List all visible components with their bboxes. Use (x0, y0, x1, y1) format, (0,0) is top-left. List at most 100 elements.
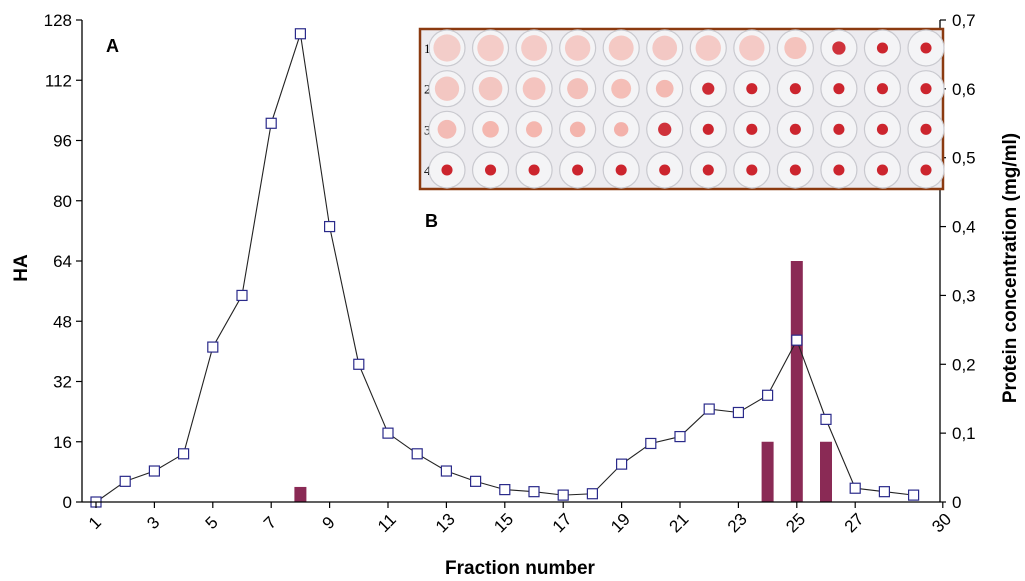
x-tick-label: 7 (260, 513, 280, 533)
red-cell-button (695, 35, 721, 61)
red-cell-button (784, 36, 807, 60)
red-cell-button (572, 164, 584, 176)
x-tick-label: 13 (432, 510, 459, 537)
x-tick-label: 15 (490, 510, 517, 537)
protein-point (411, 448, 423, 460)
red-cell-button (876, 83, 889, 95)
red-cell-button (746, 123, 758, 135)
red-cell-button (746, 83, 758, 95)
red-cell-button (569, 121, 586, 138)
red-cell-button (655, 79, 674, 98)
red-cell-button (702, 164, 714, 176)
plate-wells: 1 2 3 4 (424, 29, 945, 189)
protein-point (440, 465, 452, 477)
red-cell-button (920, 83, 932, 95)
red-cell-button (920, 42, 932, 54)
y2-tick-label: 0,7 (952, 11, 976, 30)
y2-tick-label: 0,2 (952, 355, 976, 374)
ha-bar (820, 441, 832, 502)
x-tick-label: 30 (928, 510, 955, 537)
red-cell-button (652, 35, 678, 61)
red-cell-button (920, 164, 932, 176)
red-cell-button (608, 35, 634, 61)
protein-point (732, 406, 745, 419)
protein-point (586, 488, 599, 500)
x-tick-label: 19 (607, 510, 634, 537)
x-tick-label: 17 (549, 510, 576, 537)
protein-point (761, 389, 774, 401)
y-tick-label: 96 (53, 132, 72, 151)
protein-point (703, 403, 715, 415)
red-cell-button (611, 78, 632, 99)
protein-point (820, 413, 832, 425)
protein-point (615, 458, 628, 470)
red-cell-button (526, 121, 543, 138)
x-tick-label: 21 (666, 510, 693, 537)
x-tick-label: 11 (374, 510, 400, 536)
y2-tick-label: 0,1 (952, 424, 976, 443)
red-cell-button (876, 164, 889, 176)
ha-bar (761, 441, 774, 502)
panel-label-a: A (106, 36, 119, 56)
red-cell-button (482, 121, 499, 138)
protein-point (907, 489, 920, 501)
x-tick-label: 3 (143, 513, 163, 533)
red-cell-button (478, 76, 503, 101)
panel-label-b: B (425, 211, 438, 231)
red-cell-button (484, 164, 497, 176)
red-cell-button (615, 164, 627, 176)
plate-row-label: 2 (424, 82, 431, 97)
plate-row-label: 4 (424, 163, 431, 178)
plate-row-label: 3 (424, 122, 431, 137)
x-tick-label: 27 (841, 510, 868, 537)
protein-point (674, 430, 686, 443)
y2-tick-label: 0,6 (952, 80, 976, 99)
y-axis-title: HA (11, 254, 32, 282)
red-cell-button (522, 77, 546, 101)
protein-point (178, 448, 190, 460)
red-cell-button (833, 83, 845, 95)
protein-point (791, 334, 803, 346)
red-cell-button (833, 164, 845, 176)
protein-point (265, 117, 277, 129)
protein-point (148, 465, 160, 477)
protein-point (849, 482, 861, 494)
protein-point (557, 489, 569, 501)
y2-tick-label: 0,3 (952, 286, 976, 305)
red-cell-button (702, 82, 715, 95)
protein-point (119, 475, 131, 487)
protein-point (207, 341, 219, 353)
protein-point (528, 486, 540, 498)
plate-row-label: 1 (424, 41, 431, 56)
red-cell-button (702, 123, 714, 135)
y2-tick-label: 0 (952, 493, 961, 512)
red-cell-button (789, 83, 801, 95)
x-tick-label: 1 (85, 513, 105, 533)
red-cell-button (564, 35, 591, 61)
red-cell-button (528, 164, 540, 176)
y2-axis-title: Protein concentration (mg/ml) (1000, 133, 1021, 403)
protein-point (645, 437, 657, 450)
protein-point (353, 358, 365, 370)
x-tick-label: 23 (724, 510, 751, 537)
hemagglutination-plate-inset: 1 2 3 4 (418, 27, 945, 191)
red-cell-button (477, 34, 504, 62)
y2-tick-label: 0,5 (952, 149, 976, 168)
x-tick-label: 5 (202, 513, 222, 533)
red-cell-button (659, 164, 671, 176)
y2-tick-label: 0,4 (952, 218, 976, 237)
y-tick-label: 0 (63, 493, 72, 512)
red-cell-button (441, 164, 453, 176)
red-cell-button (658, 122, 672, 136)
ha-bar (294, 486, 307, 502)
x-axis-title: Fraction number (445, 558, 596, 579)
protein-point (324, 220, 336, 233)
y-tick-label: 128 (44, 11, 72, 30)
red-cell-button (876, 42, 889, 54)
red-cell-button (789, 123, 801, 135)
y-tick-label: 48 (53, 312, 72, 331)
x-tick-label: 9 (318, 513, 338, 533)
red-cell-button (833, 123, 845, 135)
y-tick-label: 64 (53, 252, 72, 271)
red-cell-button (437, 119, 457, 139)
